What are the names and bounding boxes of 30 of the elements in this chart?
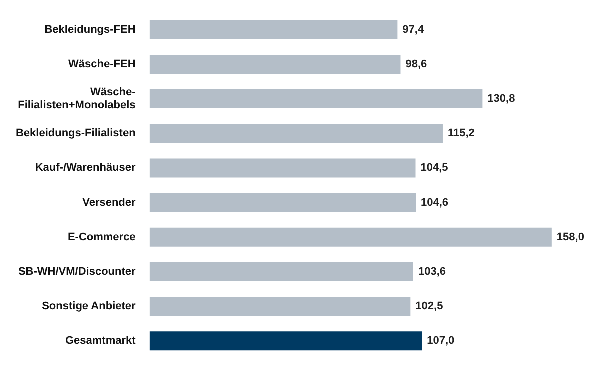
data-label: 107,0	[427, 335, 455, 348]
data-label: 98,6	[406, 58, 428, 70]
bar	[150, 193, 416, 212]
y-tick-label: Wäsche-FEH	[68, 58, 136, 70]
bar	[150, 332, 422, 351]
y-tick-label: Versender	[82, 196, 137, 209]
data-label: 130,8	[488, 93, 516, 106]
data-label: 103,6	[418, 266, 446, 278]
data-label: 158,0	[556, 231, 584, 244]
data-label: 104,5	[420, 162, 448, 174]
y-tick-label: Kauf-/Warenhäuser	[35, 162, 137, 174]
bar	[150, 262, 414, 282]
bar	[150, 124, 443, 144]
bar	[150, 297, 411, 316]
y-tick-label: Sonstige Anbieter	[42, 300, 137, 313]
data-label: 102,5	[416, 300, 444, 313]
y-tick-label: Gesamtmarkt	[65, 335, 136, 348]
data-label: 115,2	[448, 128, 475, 140]
bar	[150, 90, 483, 109]
bar	[150, 228, 552, 247]
y-tick-label: E-Commerce	[68, 231, 136, 244]
bar	[150, 158, 416, 178]
y-tick-label: SB-WH/VM/Discounter	[18, 266, 137, 278]
y-tick-label: Bekleidungs-Filialisten	[16, 128, 136, 140]
data-label: 97,4	[402, 24, 425, 36]
data-label: 104,6	[421, 196, 449, 209]
y-tick-label: Wäsche-Filialisten+Monolabels	[18, 86, 136, 112]
bar	[150, 54, 401, 74]
y-tick-label: Bekleidungs-FEH	[44, 24, 136, 36]
bar	[150, 20, 398, 40]
